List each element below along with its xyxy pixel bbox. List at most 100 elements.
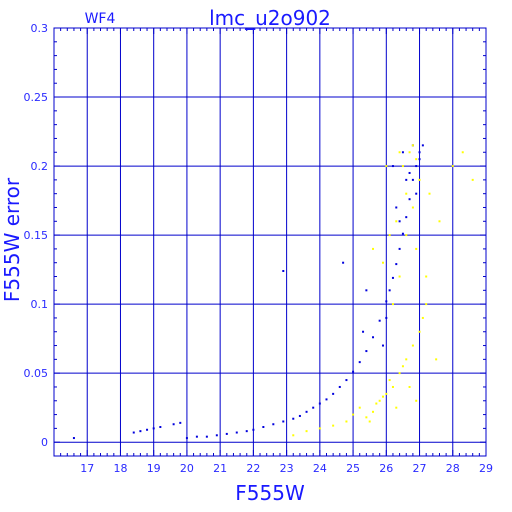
data-point — [461, 151, 464, 154]
data-point — [385, 316, 388, 319]
data-point — [375, 402, 378, 405]
axis-ticks — [53, 27, 487, 456]
data-point — [408, 198, 411, 201]
x-tick-label: 20 — [180, 462, 194, 475]
data-point — [391, 303, 394, 306]
y-tick-label: 0.1 — [31, 298, 49, 311]
data-point — [352, 370, 355, 373]
x-tick-label: 28 — [446, 462, 460, 475]
data-point — [215, 434, 218, 437]
x-tick-label: 21 — [213, 462, 227, 475]
y-tick-label: 0 — [41, 436, 48, 449]
data-point — [185, 437, 188, 440]
data-point — [225, 432, 228, 435]
data-point — [172, 423, 175, 426]
data-point — [72, 437, 75, 440]
data-point — [282, 420, 285, 423]
x-tick-label: 27 — [413, 462, 427, 475]
data-point — [428, 192, 431, 195]
data-point — [365, 289, 368, 292]
data-point — [388, 289, 391, 292]
data-point — [408, 151, 411, 154]
data-point — [398, 275, 401, 278]
data-point — [146, 428, 149, 431]
x-tick-label: 25 — [346, 462, 360, 475]
data-point — [378, 399, 381, 402]
data-point — [401, 365, 404, 368]
data-point — [378, 319, 381, 322]
y-axis-label: F555W error — [0, 177, 24, 302]
data-point — [391, 165, 394, 168]
y-tick-label: 0.15 — [24, 229, 49, 242]
data-point — [345, 420, 348, 423]
data-point — [381, 261, 384, 264]
x-axis-label: F555W — [235, 481, 305, 505]
data-point — [358, 361, 361, 364]
data-point — [401, 232, 404, 235]
data-point — [415, 158, 418, 161]
x-tick-labels: 17 18 19 20 21 22 23 24 25 26 27 28 29 — [80, 462, 493, 475]
data-point — [408, 385, 411, 388]
data-point — [405, 216, 408, 219]
y-tick-labels: 0 0.05 0.1 0.15 0.2 0.25 0.3 — [24, 22, 49, 449]
data-point — [405, 234, 408, 237]
x-tick-label: 29 — [479, 462, 493, 475]
data-point — [418, 151, 421, 154]
data-point — [358, 406, 361, 409]
data-point — [159, 426, 162, 429]
data-point — [411, 144, 414, 147]
series-secondary-points — [292, 144, 474, 437]
data-point — [262, 426, 265, 429]
data-point — [342, 261, 345, 264]
data-point — [312, 406, 315, 409]
data-point — [365, 416, 368, 419]
data-point — [395, 206, 398, 209]
data-point — [282, 269, 285, 272]
data-point — [332, 392, 335, 395]
data-point — [352, 413, 355, 416]
data-point — [318, 427, 321, 430]
y-tick-label: 0.3 — [31, 22, 49, 35]
data-point — [398, 372, 401, 375]
data-point — [388, 379, 391, 382]
data-point — [252, 428, 255, 431]
data-point — [398, 151, 401, 154]
data-point — [415, 399, 418, 402]
y-tick-label: 0.25 — [24, 91, 49, 104]
data-point — [418, 158, 421, 161]
data-point — [272, 423, 275, 426]
data-point — [372, 247, 375, 250]
data-point — [362, 330, 365, 333]
data-point — [195, 435, 198, 438]
data-point — [332, 424, 335, 427]
data-point — [318, 402, 321, 405]
data-point — [179, 421, 182, 424]
data-point — [435, 358, 438, 361]
chart-title: lmc_u2o902 — [209, 6, 331, 30]
data-point — [398, 247, 401, 250]
data-point — [405, 178, 408, 181]
data-point — [451, 165, 454, 168]
data-point — [391, 385, 394, 388]
x-tick-label: 24 — [313, 462, 327, 475]
data-point — [338, 385, 341, 388]
data-point — [425, 303, 428, 306]
data-point — [388, 234, 391, 237]
data-point — [132, 431, 135, 434]
y-tick-label: 0.2 — [31, 160, 49, 173]
data-point — [385, 165, 388, 168]
x-tick-label: 18 — [113, 462, 127, 475]
data-point — [471, 178, 474, 181]
data-point — [438, 220, 441, 223]
data-point — [245, 430, 248, 433]
data-point — [298, 414, 301, 417]
data-point — [205, 435, 208, 438]
data-point — [401, 165, 404, 168]
data-point — [398, 220, 401, 223]
data-points — [72, 144, 474, 440]
data-point — [292, 417, 295, 420]
data-point — [235, 431, 238, 434]
data-point — [415, 247, 418, 250]
